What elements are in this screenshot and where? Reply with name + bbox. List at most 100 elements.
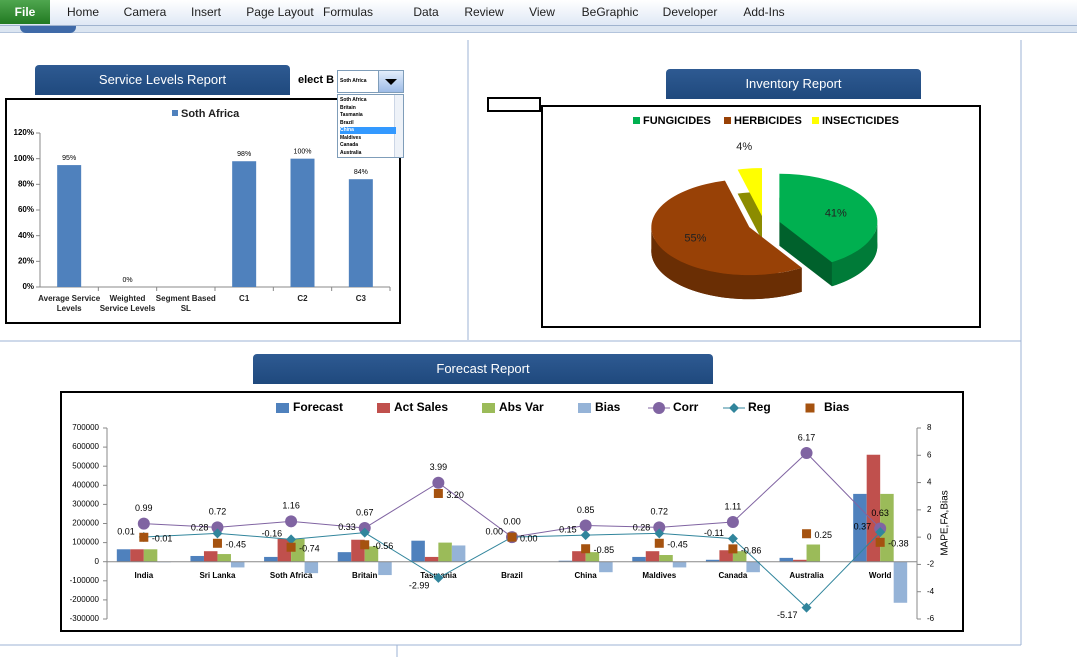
- marker: [581, 544, 591, 554]
- bar: [130, 549, 144, 562]
- y2-axis-label: MAPE,FA,Bias: [940, 490, 951, 556]
- legend-marker: [729, 403, 739, 413]
- data-label: 6.17: [798, 432, 816, 442]
- ribbon-tab[interactable]: Data: [413, 5, 439, 19]
- data-label: -5.17: [777, 610, 798, 620]
- y2-tick-label: -4: [927, 587, 935, 596]
- marker: [433, 572, 444, 583]
- marker: [875, 527, 886, 538]
- bar: [585, 552, 600, 562]
- ribbon-tab[interactable]: Page Layout: [246, 5, 314, 19]
- ribbon-tab[interactable]: File: [0, 0, 50, 24]
- x-tick-label: Sri Lanka: [199, 571, 236, 580]
- marker: [286, 542, 296, 552]
- data-label: 0.72: [209, 507, 227, 517]
- bar: [451, 545, 466, 562]
- x-tick-label: C2: [297, 294, 308, 303]
- data-label: 0.00: [520, 534, 538, 544]
- data-label: -0.56: [373, 541, 394, 551]
- marker: [432, 476, 445, 489]
- x-tick-label: Weighted Service Levels: [99, 294, 156, 313]
- ribbon-tab[interactable]: Insert: [190, 5, 222, 19]
- bar: [264, 556, 278, 562]
- data-label: -0.38: [888, 539, 909, 549]
- y-tick-label: 600000: [72, 442, 99, 451]
- marker: [802, 529, 812, 539]
- ribbon-tab[interactable]: View: [529, 5, 555, 19]
- dropdown-option[interactable]: China: [340, 127, 396, 134]
- bar: [143, 549, 158, 562]
- data-label: 95%: [62, 155, 76, 162]
- dropdown[interactable]: Soth Africa: [337, 70, 404, 93]
- dropdown-option[interactable]: Tasmania: [340, 112, 363, 118]
- bar: [599, 561, 613, 573]
- ribbon: File Home Camera Insert Page Layout Formulas D…: [0, 0, 1077, 26]
- legend-label: Forecast: [293, 400, 343, 414]
- y2-tick-label: 2: [927, 505, 932, 514]
- legend-label: Reg: [748, 400, 771, 414]
- marker: [654, 538, 664, 548]
- y-tick-label: 100000: [72, 538, 99, 547]
- ribbon-tab[interactable]: Add-Ins: [743, 5, 785, 19]
- y-tick-label: 500000: [72, 461, 99, 470]
- x-tick-label: China: [575, 571, 598, 580]
- marker: [580, 530, 591, 541]
- scrollbar[interactable]: [394, 95, 403, 157]
- dropdown-option[interactable]: Canada: [340, 142, 359, 148]
- legend-marker: [805, 403, 815, 413]
- data-label: -0.85: [594, 545, 615, 555]
- bar: [632, 556, 646, 562]
- ribbon-tab[interactable]: Formulas: [322, 5, 374, 19]
- dropdown-option[interactable]: Soth Africa: [340, 97, 367, 103]
- dropdown-value: Soth Africa: [340, 78, 367, 84]
- data-label: 0.85: [577, 505, 595, 515]
- ribbon-band: [0, 26, 1077, 33]
- data-label: 0.33: [338, 522, 356, 532]
- bar: [719, 550, 733, 562]
- y2-tick-label: 0: [927, 532, 932, 541]
- dropdown-option[interactable]: Maldives: [340, 134, 362, 141]
- ribbon-tab[interactable]: Home: [66, 5, 100, 19]
- marker: [728, 544, 738, 554]
- data-label: -0.11: [704, 528, 724, 538]
- x-tick-label: Canada: [718, 571, 747, 580]
- legend-label: Corr: [673, 400, 699, 414]
- data-label: 0.28: [633, 523, 651, 533]
- data-label: 41%: [825, 208, 847, 220]
- marker: [579, 519, 592, 532]
- y-tick-label: -100000: [70, 576, 100, 585]
- data-label: 1.16: [282, 501, 300, 511]
- legend-label: Act Sales: [394, 400, 448, 414]
- ribbon-tab[interactable]: Review: [464, 5, 504, 19]
- data-label: 0.28: [191, 523, 209, 533]
- bar: [672, 561, 687, 568]
- marker: [801, 602, 812, 613]
- ribbon-tab[interactable]: Developer: [662, 5, 718, 19]
- data-label: -0.86: [741, 545, 762, 555]
- legend-label: Bias: [595, 400, 621, 414]
- bar: [57, 165, 82, 287]
- data-label: -0.45: [667, 540, 688, 550]
- legend-swatch: [812, 117, 819, 124]
- dropdown-option[interactable]: Brazil: [340, 119, 354, 126]
- y-tick-label: 0%: [22, 282, 34, 291]
- marker: [654, 528, 665, 539]
- bar: [645, 551, 660, 562]
- data-label: -0.45: [225, 540, 246, 550]
- dropdown-option[interactable]: Britain: [340, 104, 356, 111]
- bar: [203, 551, 218, 562]
- ribbon-tab[interactable]: Camera: [123, 5, 167, 19]
- data-label: 4%: [736, 141, 752, 153]
- legend-label: Bias: [824, 400, 850, 414]
- data-label: 98%: [237, 151, 251, 158]
- marker: [359, 527, 370, 538]
- dropdown-option[interactable]: Australia: [340, 149, 362, 156]
- y-tick-label: 20%: [18, 256, 34, 265]
- bar: [337, 552, 352, 562]
- bar: [378, 561, 392, 576]
- legend-label: INSECTICIDES: [822, 115, 899, 127]
- bar: [232, 161, 257, 287]
- panel-title: Forecast Report: [253, 354, 713, 384]
- ribbon-tab[interactable]: BeGraphic: [581, 5, 639, 19]
- dropdown-button[interactable]: [378, 71, 403, 92]
